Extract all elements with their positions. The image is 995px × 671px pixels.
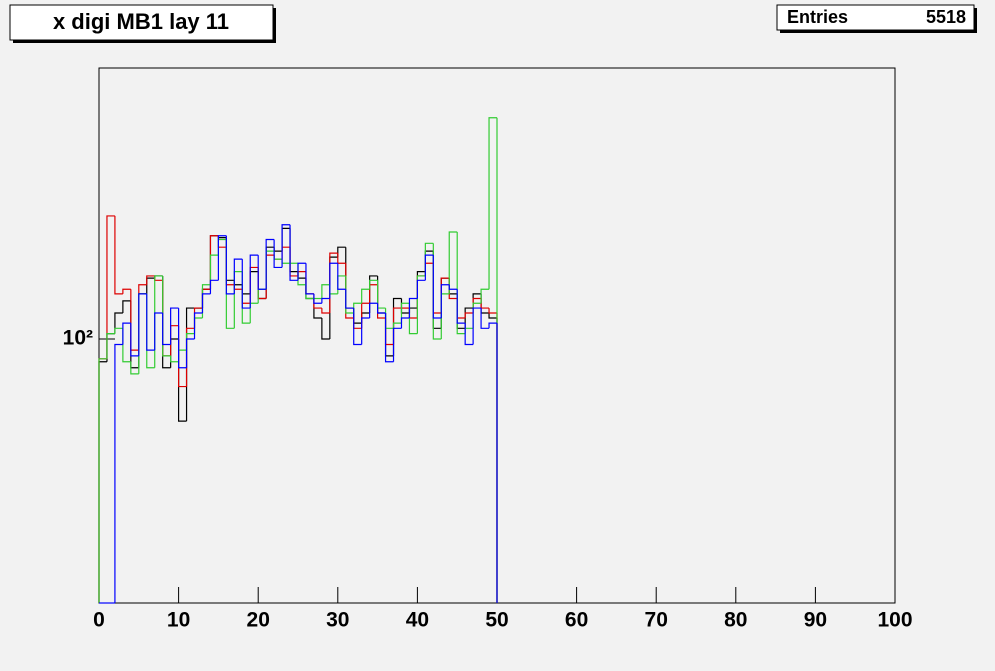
histogram-bin xyxy=(472,307,482,345)
histogram-bin xyxy=(321,284,330,299)
histogram-bin xyxy=(345,289,354,309)
x-tick-label: 90 xyxy=(804,609,827,632)
histogram-bin xyxy=(361,317,370,345)
histogram-bin xyxy=(448,284,458,290)
stats-box xyxy=(776,4,975,31)
histogram-bin xyxy=(122,322,131,345)
histogram-bin xyxy=(392,322,402,329)
histogram-bin xyxy=(321,297,330,304)
histogram-bin xyxy=(154,312,163,351)
histogram-bin xyxy=(400,302,410,324)
histogram-bin xyxy=(225,235,235,295)
histogram-bin xyxy=(273,239,283,269)
chart-title: x digi MB1 lay 11 xyxy=(53,9,229,34)
stats-label: Entries xyxy=(787,7,848,27)
histogram-bin xyxy=(249,254,259,309)
histogram-bin xyxy=(488,322,497,329)
histogram-bin xyxy=(464,323,474,346)
histogram-bin xyxy=(408,297,418,319)
histogram-bin xyxy=(170,355,179,363)
x-tick-label: 60 xyxy=(565,609,588,632)
histogram-bin xyxy=(289,224,298,281)
histogram-bin xyxy=(98,358,107,603)
histogram-bin xyxy=(122,300,131,313)
histogram-bin xyxy=(384,312,394,363)
histogram-bin xyxy=(178,308,187,369)
histogram-bin xyxy=(305,263,314,295)
histogram-bin xyxy=(281,224,291,268)
histogram-bin xyxy=(424,254,434,281)
histogram-bin xyxy=(201,293,211,313)
histogram-bin xyxy=(488,312,497,319)
title-box xyxy=(9,4,274,41)
y-tick-label: 10² xyxy=(63,327,93,350)
histogram-bin xyxy=(392,327,402,362)
histogram-bin xyxy=(480,308,490,329)
histogram-bin xyxy=(353,308,362,346)
stats-value: 5518 xyxy=(926,7,966,27)
histogram-bin xyxy=(162,312,171,346)
histogram-bin xyxy=(114,312,123,334)
histogram-bin xyxy=(377,303,386,314)
histogram-bin xyxy=(464,312,474,319)
histogram-bin xyxy=(122,288,131,294)
histogram-bin xyxy=(416,275,426,334)
histogram-bin xyxy=(106,332,115,359)
x-tick-label: 30 xyxy=(326,609,349,632)
histogram-bin xyxy=(209,279,219,294)
histogram-bin xyxy=(361,288,370,304)
histogram-bin xyxy=(265,238,275,290)
histogram-bin xyxy=(209,254,219,285)
histogram-bin xyxy=(241,259,251,309)
histogram-bin xyxy=(416,279,426,299)
histogram-bin xyxy=(106,215,115,359)
histogram-bin xyxy=(345,275,354,314)
histogram-bin xyxy=(488,117,497,290)
histogram-bin xyxy=(400,317,410,329)
histogram-bin xyxy=(480,288,490,304)
histogram-bin xyxy=(162,275,171,357)
x-tick-label: 100 xyxy=(877,609,912,632)
x-tick-label: 20 xyxy=(247,609,270,632)
histogram-bin xyxy=(321,308,330,314)
histogram-bin xyxy=(456,232,466,335)
x-tick-label: 70 xyxy=(645,609,668,632)
histogram-bin xyxy=(369,302,378,319)
histogram-bin xyxy=(257,255,267,290)
histogram-bin xyxy=(193,312,203,340)
x-tick-label: 80 xyxy=(724,609,747,632)
histogram-bin xyxy=(185,338,195,368)
histogram-bin xyxy=(233,258,243,294)
histogram-bin xyxy=(456,289,466,324)
histogram-bin xyxy=(313,293,322,304)
histogram-bin xyxy=(337,263,346,290)
histogram-bin xyxy=(369,279,378,290)
histogram-bin xyxy=(440,284,450,319)
histogram-bin xyxy=(448,231,458,294)
histogram-bin xyxy=(217,235,227,281)
histogram-bin xyxy=(488,308,497,314)
histogram-bin xyxy=(432,255,442,319)
histogram-bin xyxy=(146,293,155,351)
histogram-bin xyxy=(114,327,123,334)
histogram-bin xyxy=(114,215,123,295)
histogram-bin xyxy=(170,307,179,345)
x-tick-label: 0 xyxy=(93,609,105,632)
x-tick-label: 40 xyxy=(406,609,429,632)
histogram-bin xyxy=(297,262,306,281)
histogram-bin xyxy=(146,275,155,285)
histogram-bin xyxy=(130,323,139,357)
histogram-bin xyxy=(114,343,123,603)
x-tick-label: 10 xyxy=(167,609,190,632)
x-tick-label: 50 xyxy=(485,609,508,632)
histogram-bin xyxy=(321,318,330,340)
histogram-bin xyxy=(329,262,338,299)
histogram-bin xyxy=(130,361,139,375)
histogram-bin xyxy=(464,307,474,329)
histogram-bin xyxy=(138,293,147,356)
